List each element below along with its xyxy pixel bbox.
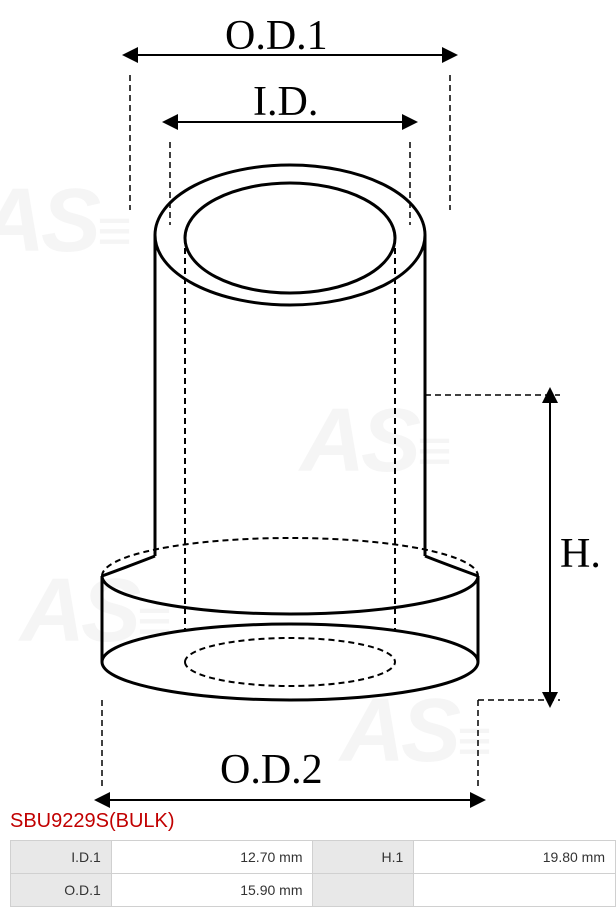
label-od2: O.D.2 xyxy=(220,746,323,794)
table-row: O.D.1 15.90 mm xyxy=(11,874,616,907)
label-h: H. xyxy=(560,530,601,578)
spec-value: 19.80 mm xyxy=(414,841,616,874)
spec-key xyxy=(313,874,414,907)
spec-key: H.1 xyxy=(313,841,414,874)
spec-key: I.D.1 xyxy=(11,841,112,874)
spec-value: 15.90 mm xyxy=(111,874,313,907)
spec-key: O.D.1 xyxy=(11,874,112,907)
spec-table: I.D.1 12.70 mm H.1 19.80 mm O.D.1 15.90 … xyxy=(10,840,616,907)
spec-value: 12.70 mm xyxy=(111,841,313,874)
part-number: SBU9229S(BULK) xyxy=(10,810,175,833)
label-id: I.D. xyxy=(253,78,318,126)
table-row: I.D.1 12.70 mm H.1 19.80 mm xyxy=(11,841,616,874)
diagram-container: AS≡ AS≡ AS≡ AS≡ xyxy=(0,0,616,810)
spec-value xyxy=(414,874,616,907)
label-od1: O.D.1 xyxy=(225,12,328,60)
